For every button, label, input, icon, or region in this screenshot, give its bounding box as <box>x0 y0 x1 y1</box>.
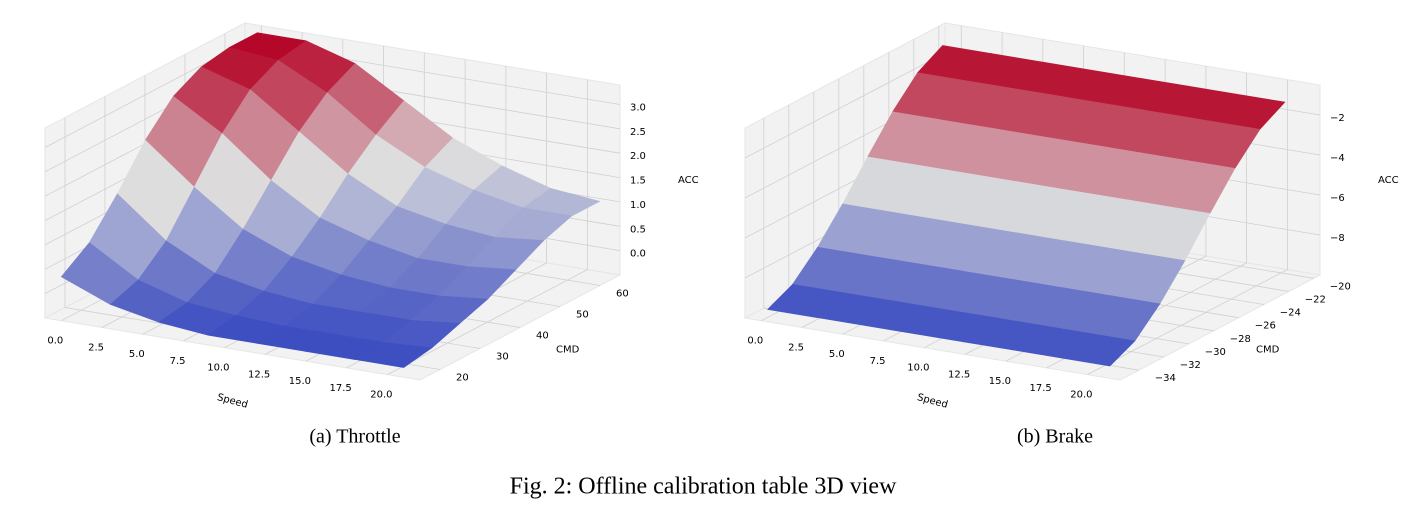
z-tick-label: 0.0 <box>630 249 646 260</box>
y-axis-label: CMD <box>1256 345 1280 356</box>
y-tick-label: 40 <box>536 331 549 342</box>
x-tick-label: 20.0 <box>1070 390 1092 401</box>
y-tick-label: 60 <box>616 289 629 300</box>
grid-line <box>387 79 588 375</box>
x-axis-label: Speed <box>216 392 249 411</box>
x-tick-label: 17.5 <box>329 383 351 394</box>
subfigure-caption: (a) Throttle <box>309 426 400 448</box>
z-axis-label: ACC <box>1378 175 1399 186</box>
surface-patch <box>1060 332 1136 367</box>
z-axis-label: ACC <box>678 175 699 186</box>
z-tick-label: −2 <box>1330 113 1345 124</box>
y-tick-label: −20 <box>1330 281 1351 292</box>
x-tick-label: 15.0 <box>289 376 311 387</box>
y-tick-label: 30 <box>496 352 509 363</box>
y-tick-label: 50 <box>576 310 589 321</box>
x-axis-label: Speed <box>916 392 949 411</box>
y-tick-label: −26 <box>1255 321 1276 332</box>
z-tick-label: −4 <box>1330 153 1345 164</box>
z-tick-label: 1.0 <box>630 200 646 211</box>
x-tick-label: 17.5 <box>1029 383 1051 394</box>
x-tick-label: 7.5 <box>870 356 886 367</box>
y-tick-label: −22 <box>1305 294 1326 305</box>
z-tick-label: 1.5 <box>630 176 646 187</box>
x-tick-label: 15.0 <box>989 376 1011 387</box>
z-tick-label: 2.5 <box>630 127 646 138</box>
x-tick-label: 5.0 <box>129 349 145 360</box>
z-tick-label: −8 <box>1330 233 1345 244</box>
x-tick-label: 10.0 <box>907 363 929 374</box>
subfigure-caption: (b) Brake <box>1017 426 1093 448</box>
figure-caption: Fig. 2: Offline calibration table 3D vie… <box>510 474 897 500</box>
x-tick-label: 0.0 <box>47 336 63 347</box>
y-tick-label: −32 <box>1180 360 1201 371</box>
y-tick-label: −24 <box>1280 308 1301 319</box>
y-tick-label: −28 <box>1230 334 1251 345</box>
surface-patch <box>353 341 433 368</box>
x-tick-label: 20.0 <box>370 390 392 401</box>
z-tick-label: 3.0 <box>630 102 646 113</box>
x-tick-label: 2.5 <box>788 342 804 353</box>
grid-line <box>1087 79 1288 375</box>
y-tick-label: −34 <box>1155 373 1176 384</box>
z-tick-label: −6 <box>1330 193 1345 204</box>
y-tick-label: −30 <box>1205 347 1226 358</box>
x-tick-label: 0.0 <box>747 336 763 347</box>
x-tick-label: 12.5 <box>248 369 270 380</box>
y-tick-label: 20 <box>456 373 469 384</box>
x-tick-label: 7.5 <box>170 356 186 367</box>
x-tick-label: 10.0 <box>207 363 229 374</box>
y-axis-label: CMD <box>556 345 580 356</box>
x-tick-label: 2.5 <box>88 342 104 353</box>
z-tick-label: 0.5 <box>630 224 646 235</box>
x-tick-label: 12.5 <box>948 369 970 380</box>
x-tick-label: 5.0 <box>829 349 845 360</box>
z-tick-label: 2.0 <box>630 151 646 162</box>
